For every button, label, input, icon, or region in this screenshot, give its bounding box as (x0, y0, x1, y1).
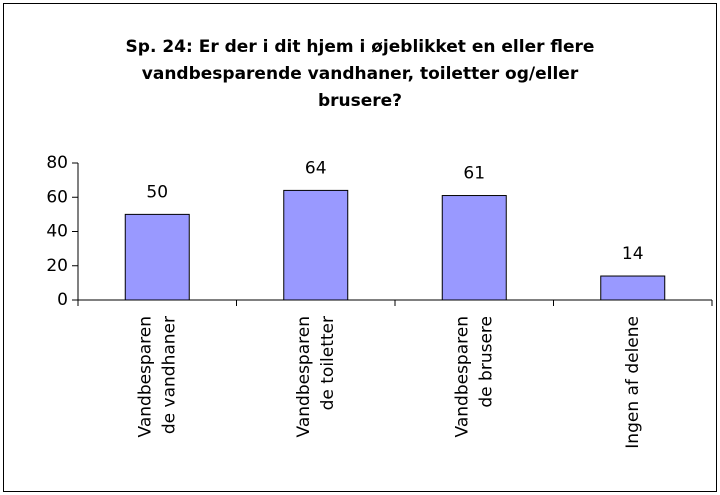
bar (600, 275, 666, 301)
chart-title: Sp. 24: Er der i dit hjem i øjeblikket e… (126, 37, 595, 57)
value-label: 61 (463, 164, 485, 184)
y-tick-label: 40 (46, 222, 68, 242)
y-tick-label: 60 (46, 187, 68, 207)
x-tick-label: Vandbesparen (294, 316, 314, 437)
x-tick-label: Vandbesparen (452, 316, 472, 437)
bar (283, 189, 349, 301)
value-label: 64 (305, 158, 327, 178)
x-tick-label: Vandbesparen (135, 316, 155, 437)
x-tick-label: de brusere (476, 316, 496, 408)
value-label: 50 (146, 182, 168, 202)
bar (441, 195, 507, 301)
x-tick-label: de toiletter (318, 316, 338, 410)
x-tick-label: de vandhaner (159, 316, 179, 434)
chart-border (3, 3, 717, 492)
y-tick-label: 0 (57, 290, 68, 310)
chart-title: brusere? (318, 91, 402, 111)
chart-title: vandbesparende vandhaner, toiletter og/e… (142, 64, 579, 84)
y-tick-label: 20 (46, 256, 68, 276)
x-tick-label: Ingen af delene (623, 316, 643, 449)
bar (124, 213, 190, 301)
y-tick-label: 80 (46, 153, 68, 173)
value-label: 14 (622, 244, 644, 264)
